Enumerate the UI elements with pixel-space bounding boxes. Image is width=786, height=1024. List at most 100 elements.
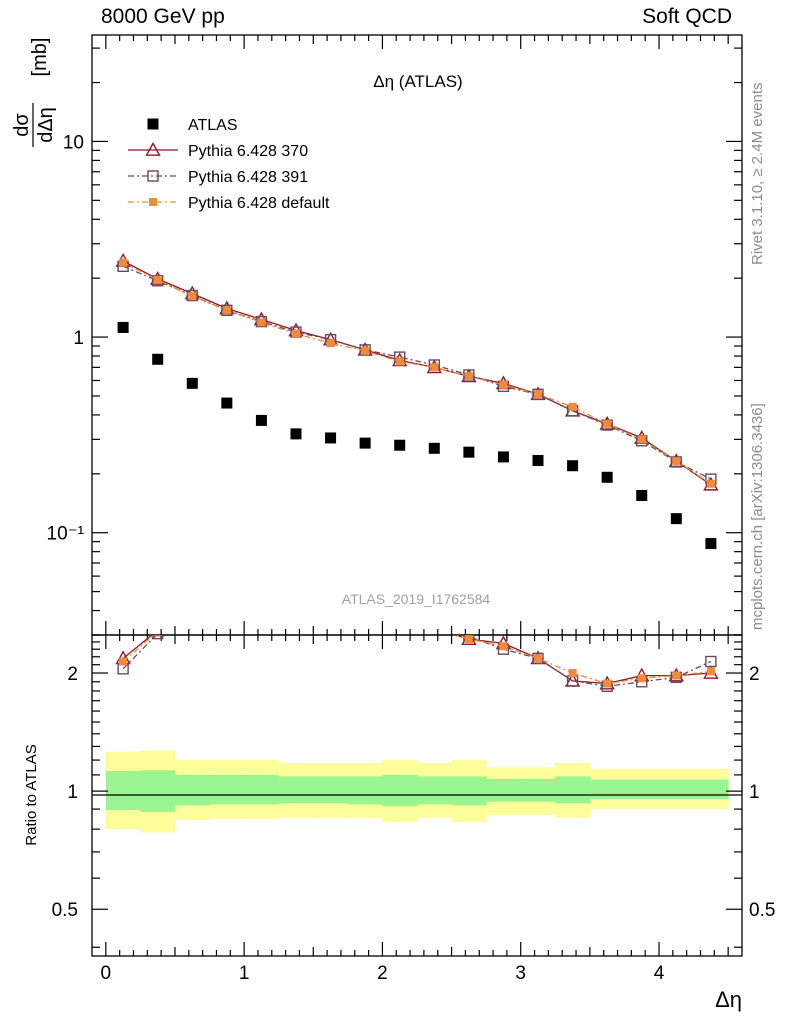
legend-item: Pythia 6.428 391	[128, 169, 308, 186]
data-point	[326, 339, 335, 348]
ratio-point	[292, 586, 300, 594]
legend-item: Pythia 6.428 370	[128, 142, 308, 160]
band-inner-bin	[140, 770, 176, 812]
header-left: 8000 GeV pp	[101, 5, 225, 28]
legend-item: Pythia 6.428 default	[128, 195, 330, 212]
ratio-point	[395, 609, 405, 619]
series-1	[115, 252, 719, 491]
ratio-point	[396, 619, 404, 627]
data-point	[255, 414, 267, 426]
x-tick-label: 1	[239, 963, 250, 984]
data-point	[221, 397, 233, 409]
band-inner-bin	[693, 779, 729, 799]
band-inner-bin	[313, 776, 349, 804]
ratio-point	[603, 679, 612, 688]
data-point	[186, 377, 198, 389]
data-point	[153, 275, 162, 284]
x-tick-label: 3	[515, 963, 526, 984]
data-point	[152, 353, 164, 365]
ratio-point	[187, 610, 197, 620]
band-inner-bin	[278, 776, 314, 804]
ratio-point	[291, 582, 301, 592]
data-point	[291, 329, 300, 338]
ratio-point	[326, 589, 336, 599]
data-point	[637, 435, 646, 444]
y-label-denominator: dΔη	[35, 107, 57, 143]
ratio-plot-data	[115, 577, 719, 693]
y-axis-label: dσ dΔη	[11, 103, 57, 147]
band-inner-bin	[347, 776, 383, 805]
legend-item: ATLAS	[147, 117, 238, 134]
series-line	[122, 260, 712, 486]
ratio-point	[705, 655, 717, 668]
ratio-point	[393, 615, 406, 627]
data-point	[428, 442, 440, 454]
series-line	[122, 262, 712, 485]
band-inner-bin	[417, 776, 453, 805]
ratio-point	[464, 635, 473, 644]
data-point	[257, 318, 266, 327]
data-point	[361, 346, 370, 355]
band-inner-bin	[486, 778, 522, 802]
series-2	[117, 260, 717, 485]
ratio-point	[532, 652, 544, 665]
data-point	[670, 456, 683, 468]
data-point	[532, 388, 544, 400]
ratio-point	[289, 577, 302, 589]
data-point	[430, 363, 439, 372]
data-point	[705, 538, 717, 550]
ratio-point	[430, 625, 438, 633]
data-point	[463, 446, 475, 458]
ratio-point	[257, 591, 265, 599]
ratio-point	[327, 597, 335, 605]
ratio-point	[150, 635, 166, 637]
data-point	[603, 419, 612, 428]
main-plot-data	[115, 252, 719, 550]
ratio-tick-label-left: 2	[67, 664, 78, 685]
data-point	[532, 454, 544, 466]
band-inner-bin	[105, 771, 141, 811]
data-point	[497, 451, 509, 463]
data-point	[534, 390, 543, 399]
x-axis-label: Δη	[715, 987, 742, 1012]
axis-ticks: 0 1 2 3 4 10⁻¹ 1 10 0.5 0.5 1 1 2 2	[47, 35, 775, 984]
data-point	[568, 402, 577, 411]
data-point	[567, 460, 579, 472]
ratio-point	[255, 582, 268, 594]
ratio-point	[706, 667, 715, 676]
y-tick-label: 10	[63, 132, 84, 153]
plot-title: Δη (ATLAS)	[373, 72, 462, 91]
data-point	[706, 479, 715, 488]
data-point	[290, 428, 302, 440]
data-point	[670, 513, 682, 525]
ratio-point	[153, 635, 162, 636]
data-point	[395, 357, 404, 366]
band-inner-bin	[244, 774, 280, 805]
ratio-tick-label-left: 0.5	[52, 900, 78, 921]
ratio-point	[220, 595, 233, 607]
ratio-point	[222, 600, 232, 610]
data-point	[325, 432, 337, 444]
y-tick-label: 1	[73, 328, 84, 349]
x-tick-label: 2	[377, 963, 388, 984]
band-inner-bin	[555, 776, 591, 804]
ratio-point	[223, 601, 231, 609]
data-point	[186, 289, 198, 302]
ratio-point	[429, 619, 439, 629]
uncertainty-band	[105, 750, 729, 833]
ratio-series-3	[119, 586, 715, 688]
band-inner-bin	[589, 779, 625, 799]
band-inner-bin	[451, 776, 487, 806]
data-point	[359, 437, 371, 449]
legend-label: Pythia 6.428 default	[188, 195, 330, 212]
y-label-numerator: dσ	[11, 113, 33, 137]
ratio-point	[672, 671, 681, 680]
data-point	[394, 439, 406, 451]
legend: ATLAS Pythia 6.428 370 Pythia 6.428 391 Pyt…	[128, 117, 330, 212]
ratio-point	[186, 604, 199, 616]
x-tick-label: 4	[654, 963, 665, 984]
ratio-point	[324, 588, 337, 600]
data-point	[119, 258, 128, 267]
ratio-point	[637, 674, 646, 683]
ratio-tick-label-left: 1	[67, 782, 78, 803]
